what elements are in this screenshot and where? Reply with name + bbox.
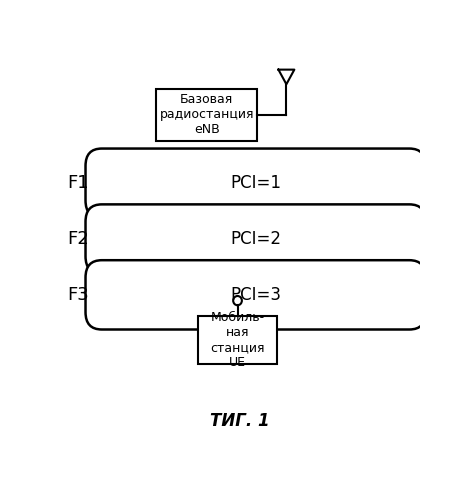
Text: Мобиль-
ная
станция
UE: Мобиль- ная станция UE (210, 311, 265, 369)
FancyBboxPatch shape (156, 89, 257, 141)
FancyBboxPatch shape (85, 260, 426, 330)
Text: F1: F1 (67, 174, 89, 192)
Text: PCI=3: PCI=3 (230, 286, 281, 304)
Text: PCI=1: PCI=1 (230, 174, 281, 192)
FancyBboxPatch shape (198, 316, 277, 364)
FancyBboxPatch shape (85, 148, 426, 218)
Text: Базовая
радиостанция
eNB: Базовая радиостанция eNB (160, 94, 254, 136)
Text: ΤИГ. 1: ΤИГ. 1 (210, 412, 269, 430)
Text: PCI=2: PCI=2 (230, 230, 281, 248)
Text: F3: F3 (67, 286, 89, 304)
Text: F2: F2 (67, 230, 89, 248)
FancyBboxPatch shape (85, 204, 426, 274)
